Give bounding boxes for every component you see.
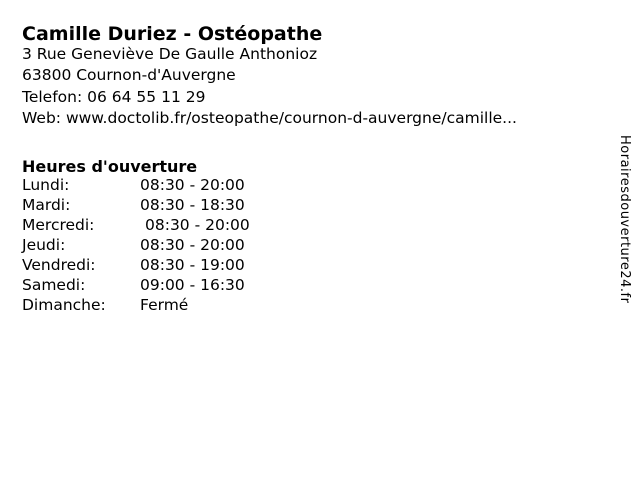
hours-row-friday: Vendredi: 08:30 - 19:00 <box>22 255 250 275</box>
time-value: 08:30 - 20:00 <box>140 236 245 254</box>
address-line-1: 3 Rue Geneviève De Gaulle Anthonioz <box>22 45 318 63</box>
address-line-2: 63800 Cournon-d'Auvergne <box>22 66 236 85</box>
opening-hours-heading: Heures d'ouverture <box>22 157 198 177</box>
opening-hours-table: Lundi: 08:30 - 20:00 Mardi: 08:30 - 18:3… <box>22 175 250 315</box>
day-label: Mardi: <box>22 196 71 214</box>
day-label: Samedi: <box>22 276 86 294</box>
hours-row-sunday: Dimanche: Fermé <box>22 295 250 315</box>
hours-row-wednesday: Mercredi: 08:30 - 20:00 <box>22 215 250 235</box>
time-value: 08:30 - 18:30 <box>140 196 245 214</box>
day-label: Vendredi: <box>22 256 96 274</box>
time-value: 08:30 - 20:00 <box>140 176 245 194</box>
day-label: Lundi: <box>22 176 70 194</box>
day-label: Jeudi: <box>22 236 66 254</box>
contact-block: 3 Rue Geneviève De Gaulle Anthonioz 6380… <box>22 44 517 130</box>
time-value: Fermé <box>140 296 189 314</box>
phone-line: Telefon: 06 64 55 11 29 <box>22 87 206 106</box>
day-label: Dimanche: <box>22 296 106 314</box>
page-title: Camille Duriez - Ostéopathe <box>22 22 323 45</box>
hours-row-thursday: Jeudi: 08:30 - 20:00 <box>22 235 250 255</box>
hours-row-monday: Lundi: 08:30 - 20:00 <box>22 175 250 195</box>
hours-row-saturday: Samedi: 09:00 - 16:30 <box>22 275 250 295</box>
time-value: 08:30 - 20:00 <box>145 216 250 234</box>
hours-row-tuesday: Mardi: 08:30 - 18:30 <box>22 195 250 215</box>
website-line: Web: www.doctolib.fr/osteopathe/cournon-… <box>22 109 517 128</box>
time-value: 09:00 - 16:30 <box>140 276 245 294</box>
time-value: 08:30 - 19:00 <box>140 256 245 274</box>
day-label: Mercredi: <box>22 216 95 234</box>
site-watermark: Horairesdouverture24.fr <box>617 135 632 304</box>
